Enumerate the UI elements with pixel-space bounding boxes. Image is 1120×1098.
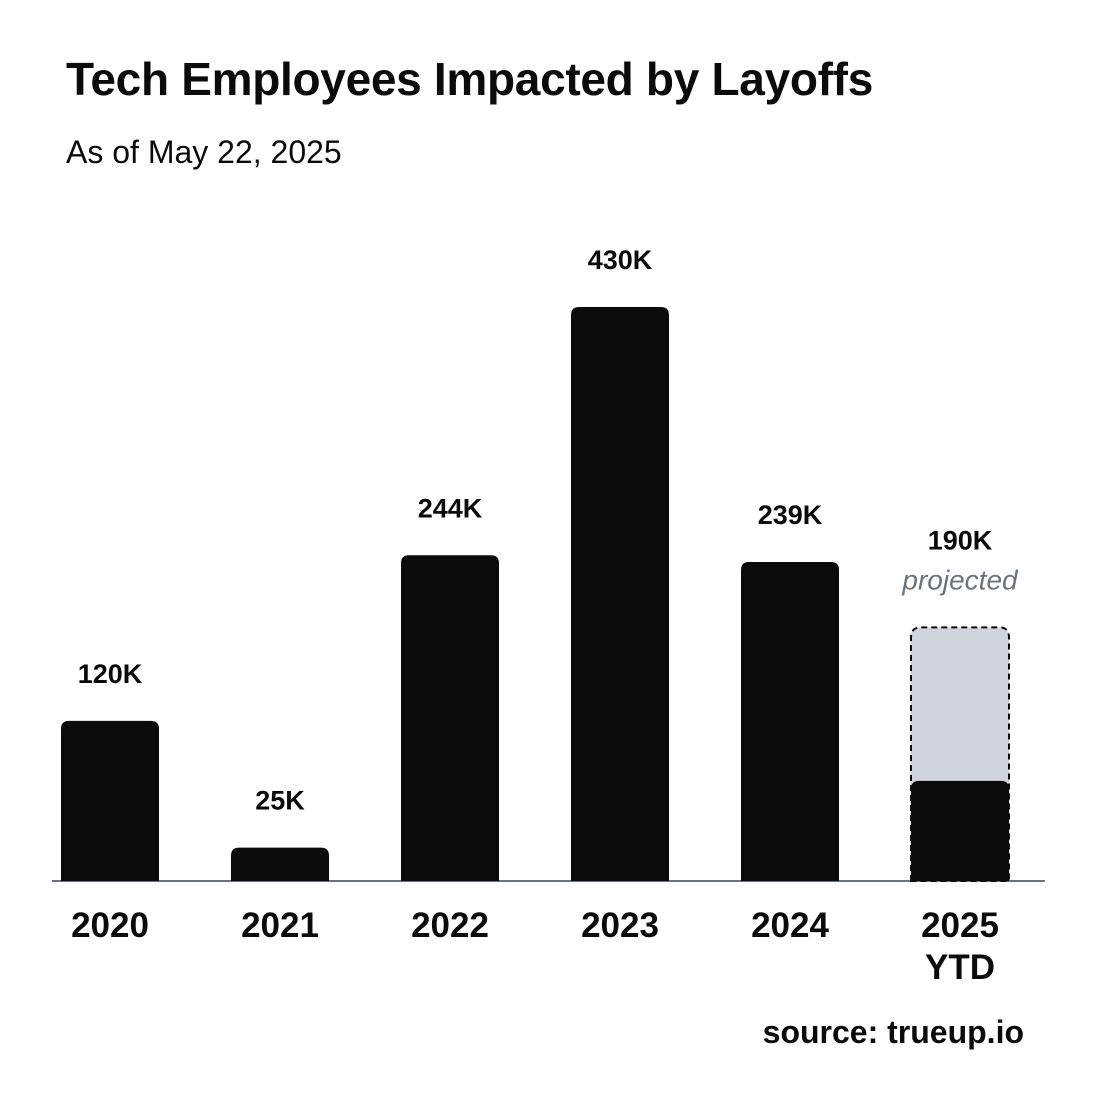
x-tick-label: YTD <box>925 948 995 987</box>
bar-2025-YTD <box>911 780 1009 881</box>
x-tick-label: 2020 <box>71 906 149 945</box>
value-label: 120K <box>78 659 143 689</box>
projected-note: projected <box>901 564 1019 595</box>
chart-title: Tech Employees Impacted by Layoffs <box>66 53 873 105</box>
value-label: 25K <box>255 786 305 816</box>
x-tick-label: 2021 <box>241 906 319 945</box>
source-note: source: trueup.io <box>762 1014 1024 1050</box>
x-tick-label: 2024 <box>751 906 829 945</box>
bar-2021 <box>231 847 329 881</box>
value-label: 430K <box>588 245 653 275</box>
bar-2023 <box>571 307 669 881</box>
value-label: 244K <box>418 493 483 523</box>
chart-subtitle: As of May 22, 2025 <box>66 134 342 170</box>
bar-2020 <box>61 720 159 881</box>
x-tick-label: 2023 <box>581 906 659 945</box>
x-tick-label: 2025 <box>921 906 999 945</box>
bar-2024 <box>741 561 839 881</box>
value-label: 239K <box>758 500 823 530</box>
value-label: 190K <box>928 525 993 555</box>
x-tick-label: 2022 <box>411 906 489 945</box>
bar-2022 <box>401 555 499 881</box>
